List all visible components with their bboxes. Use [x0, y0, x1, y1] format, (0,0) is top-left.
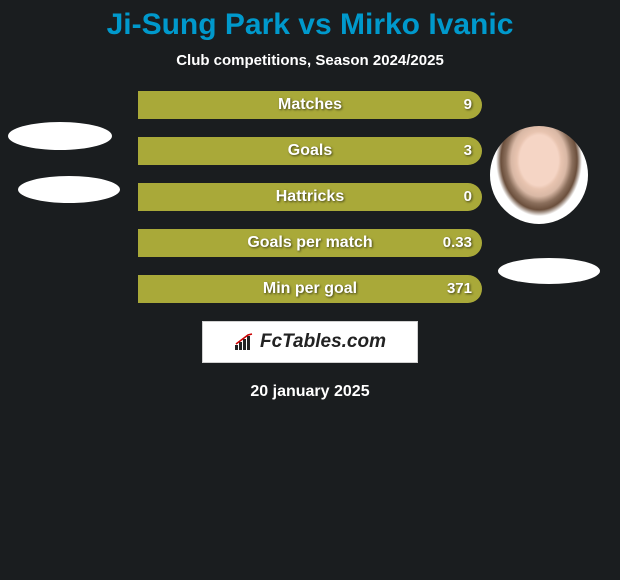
logo-text: FcTables.com	[260, 331, 386, 353]
date-line: 20 january 2025	[0, 383, 620, 401]
comparison-container: Ji-Sung Park vs Mirko Ivanic Club compet…	[0, 0, 620, 401]
avatar-right	[490, 126, 588, 224]
shadow-left-bottom	[18, 176, 120, 203]
bar-value-right: 371	[447, 275, 472, 303]
stat-bar: Matches9	[138, 91, 482, 119]
bar-label: Min per goal	[138, 275, 482, 303]
fctables-logo: FcTables.com	[202, 321, 418, 363]
bar-label: Matches	[138, 91, 482, 119]
logo-chart-icon	[234, 333, 256, 351]
bar-value-right: 0	[464, 183, 472, 211]
bar-value-right: 9	[464, 91, 472, 119]
shadow-right	[498, 258, 600, 284]
stat-bar: Goals3	[138, 137, 482, 165]
bar-value-right: 0.33	[443, 229, 472, 257]
bar-label: Goals	[138, 137, 482, 165]
stat-bars: Matches9Goals3Hattricks0Goals per match0…	[138, 91, 482, 303]
subtitle: Club competitions, Season 2024/2025	[0, 52, 620, 91]
page-title: Ji-Sung Park vs Mirko Ivanic	[0, 0, 620, 52]
bar-label: Goals per match	[138, 229, 482, 257]
bar-label: Hattricks	[138, 183, 482, 211]
bar-value-right: 3	[464, 137, 472, 165]
stat-bar: Goals per match0.33	[138, 229, 482, 257]
shadow-left-top	[8, 122, 112, 150]
stat-bar: Min per goal371	[138, 275, 482, 303]
stat-bar: Hattricks0	[138, 183, 482, 211]
